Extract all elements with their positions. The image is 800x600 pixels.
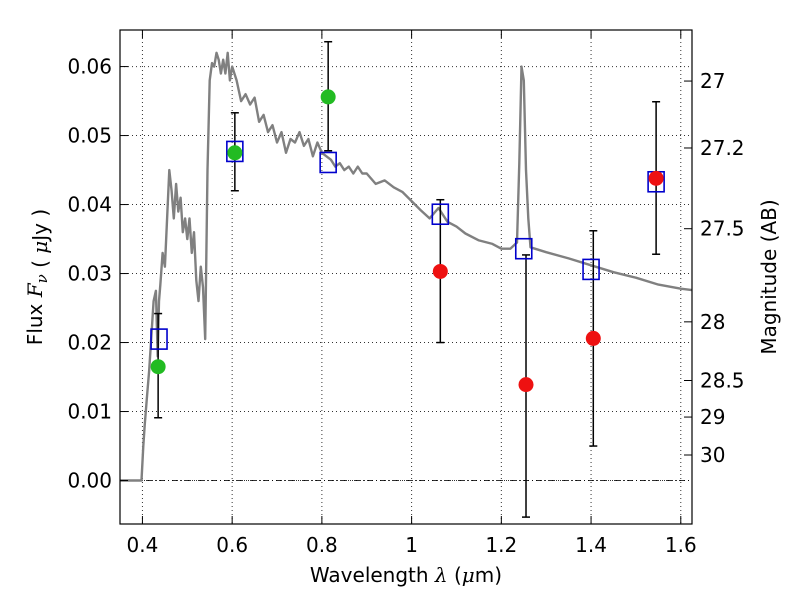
y2-tick-label: 27.2 — [700, 136, 745, 160]
y-tick-label: 0.02 — [67, 331, 112, 355]
y2-tick-label: 27.5 — [700, 217, 745, 241]
model-spectrum — [120, 51, 693, 482]
y2-axis-ticks: 27 27.2 27.5 28 28.5 29 30 — [684, 69, 745, 467]
x-axis-ticks: 0.4 0.6 0.8 1 1.2 1.4 1.6 — [127, 30, 697, 557]
x-tick-label: 1.4 — [575, 533, 607, 557]
x-tick-label: 1.2 — [485, 533, 517, 557]
y2-tick-label: 30 — [700, 443, 725, 467]
model-spectrum-line — [120, 51, 693, 482]
y2-tick-label: 27 — [700, 69, 725, 93]
x-tick-label: 0.4 — [127, 533, 159, 557]
x-axis-label: Wavelength λ (μm) — [310, 563, 502, 587]
x-tick-label: 0.6 — [216, 533, 248, 557]
x-tick-label: 1 — [405, 533, 418, 557]
y-tick-label: 0.05 — [67, 124, 112, 148]
y-tick-label: 0.00 — [67, 469, 112, 493]
model-point — [431, 203, 450, 226]
plot-frame — [119, 29, 693, 525]
x-tick-label: 0.8 — [306, 533, 338, 557]
green-point — [150, 359, 166, 375]
y-tick-label: 0.01 — [67, 400, 112, 424]
y-axis-ticks: 0.00 0.01 0.02 0.03 0.04 0.05 0.06 — [67, 55, 128, 493]
green-point — [320, 89, 336, 105]
y2-tick-label: 29 — [700, 405, 725, 429]
y2-axis-label: Magnitude (AB) — [757, 199, 781, 354]
model-point — [226, 140, 244, 163]
y-axis-label: Flux Fν ( μJy ) — [23, 209, 52, 345]
y-tick-label: 0.06 — [67, 55, 112, 79]
model-point — [319, 151, 337, 174]
y2-tick-label: 28 — [700, 310, 725, 334]
green-point — [227, 145, 243, 161]
x-tick-label: 1.6 — [665, 533, 697, 557]
red-point — [432, 263, 448, 279]
model-point — [582, 258, 600, 281]
red-point — [518, 377, 534, 393]
y2-tick-label: 28.5 — [700, 368, 745, 392]
model-point — [150, 328, 168, 350]
red-point — [585, 330, 601, 346]
model-point — [514, 237, 533, 260]
y-tick-label: 0.04 — [67, 193, 112, 217]
red-point — [648, 170, 664, 186]
y-tick-label: 0.03 — [67, 262, 112, 286]
data-points — [150, 89, 665, 393]
